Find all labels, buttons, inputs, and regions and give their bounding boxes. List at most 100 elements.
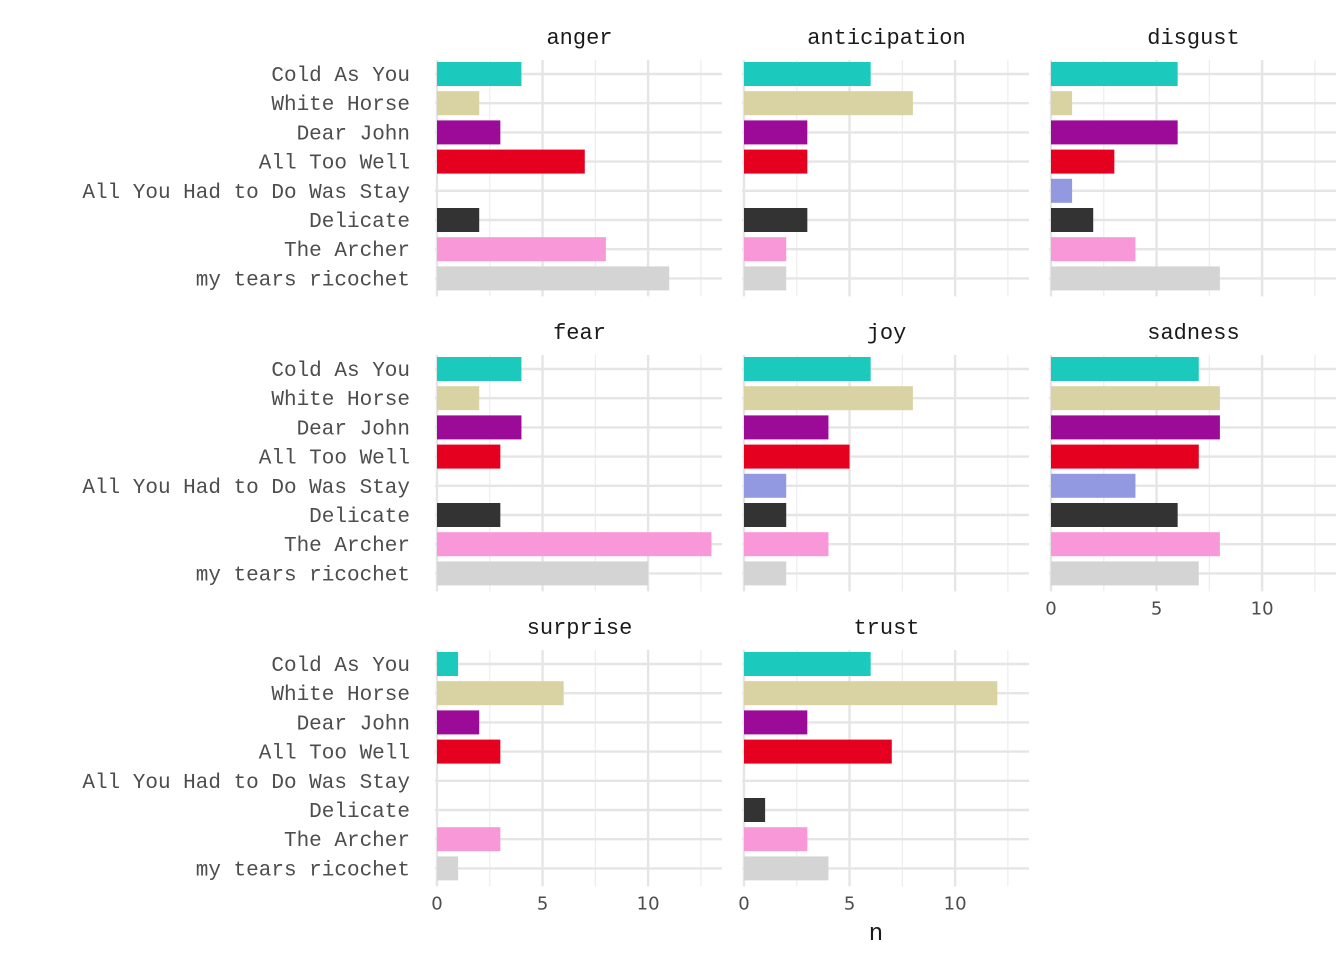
bar [744,710,808,735]
bar [1051,473,1136,498]
x-tick-label: 5 [1151,598,1162,619]
bar [437,120,501,145]
bar [744,681,998,706]
x-tick-label: 10 [637,893,660,914]
bar [437,532,712,557]
bar [437,681,564,706]
category-label: Dear John [297,713,410,736]
bar [437,237,606,262]
category-label: Dear John [297,418,410,441]
bar [1051,444,1199,469]
bar [437,652,459,676]
bar [1051,266,1220,291]
category-label: All You Had to Do Was Stay [82,477,410,500]
bar [1051,415,1220,440]
category-label: my tears ricochet [196,564,410,587]
bar [437,208,480,232]
category-label: White Horse [271,94,410,117]
facet-panel-anticipation: anticipation [742,26,1029,297]
x-tick-label: 0 [738,893,749,914]
bar [744,652,871,676]
bar [437,739,501,764]
category-label: The Archer [284,535,410,558]
bar [744,739,892,764]
facet-panel-disgust: disgust [1049,26,1336,297]
category-label: All Too Well [259,743,410,766]
bar [744,120,808,145]
facet-panel-surprise: surprise Cold As You White Horse Dear John A… [82,616,722,914]
bar [744,473,787,498]
bar [437,710,480,735]
bar [1051,149,1115,174]
facet-title: anger [546,26,612,51]
bar [1051,561,1199,586]
facet-panel-anger: anger Cold As You White Horse Dear John All … [82,26,722,297]
bar [1051,208,1094,232]
bar [744,798,766,822]
facet-panel-sadness: sadness 0 5 10 [1045,321,1336,619]
bar [744,91,913,116]
x-tick-label: 10 [1251,598,1274,619]
category-label: White Horse [271,684,410,707]
category-label: All Too Well [259,153,410,176]
category-label: Dear John [297,123,410,146]
bar [744,827,808,852]
bar [744,237,787,262]
bar [437,386,480,411]
category-label: All Too Well [259,448,410,471]
bar [437,62,522,86]
category-label: White Horse [271,389,410,412]
facet-title: anticipation [807,26,965,51]
bar [744,357,871,381]
bar [437,561,649,586]
facet-panel-trust: trust 0 5 10 [738,616,1029,914]
bar [437,827,501,852]
category-label: Delicate [309,801,410,824]
bar [744,415,829,440]
category-label: The Archer [284,240,410,263]
category-label: my tears ricochet [196,859,410,882]
bar [1051,62,1178,86]
category-label: Delicate [309,506,410,529]
category-label: All You Had to Do Was Stay [82,772,410,795]
x-tick-label: 0 [431,893,442,914]
x-tick-label: 0 [1045,598,1056,619]
x-tick-label: 5 [537,893,548,914]
bar [744,386,913,411]
bar [1051,503,1178,527]
facet-title: disgust [1147,26,1239,51]
bar [744,208,808,232]
facet-title: trust [853,616,919,641]
bar [744,149,808,174]
bar [1051,386,1220,411]
bar [1051,532,1220,557]
bar [437,91,480,116]
bar [437,856,459,881]
bar [437,357,522,381]
bar [744,444,850,469]
facet-title: fear [553,321,606,346]
facet-title: joy [867,321,907,346]
bar [744,503,787,527]
bar [437,415,522,440]
category-label: Cold As You [271,655,410,678]
bar [744,561,787,586]
bar [744,62,871,86]
category-label: All You Had to Do Was Stay [82,182,410,205]
bar [1051,237,1136,262]
bar [437,444,501,469]
bar [1051,357,1199,381]
bar [437,149,585,174]
bar [437,266,670,291]
category-label: Cold As You [271,65,410,88]
category-label: The Archer [284,830,410,853]
bar [744,532,829,557]
category-label: Cold As You [271,360,410,383]
facet-title: surprise [527,616,633,641]
facet-panels: anger Cold As You White Horse Dear John All … [82,26,1336,914]
facet-title: sadness [1147,321,1239,346]
bar [744,266,787,291]
bar [437,503,501,527]
bar [1051,91,1073,116]
